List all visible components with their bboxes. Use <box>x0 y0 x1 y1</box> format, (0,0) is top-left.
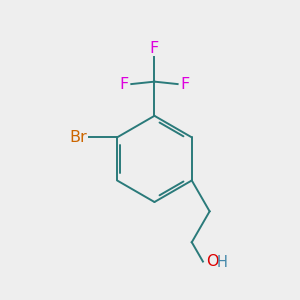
Text: Br: Br <box>69 130 87 145</box>
Text: O: O <box>206 254 219 269</box>
Text: F: F <box>150 41 159 56</box>
Text: H: H <box>217 255 227 270</box>
Text: F: F <box>120 76 129 92</box>
Text: F: F <box>180 76 189 92</box>
